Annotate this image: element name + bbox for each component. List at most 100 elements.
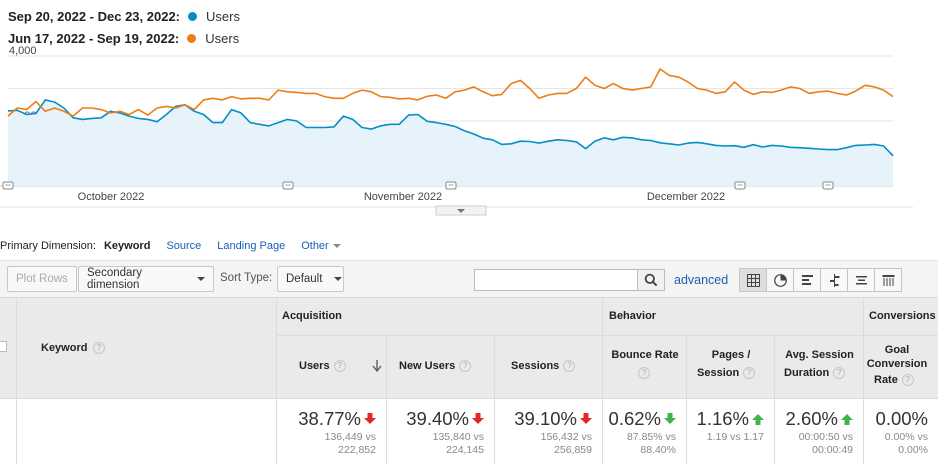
dimension-other-dropdown[interactable]: Other — [301, 240, 341, 252]
advanced-filter-link[interactable]: advanced — [674, 273, 729, 287]
summary-metric-cell: 0.62% 87.85% vs 88.40% — [603, 399, 687, 464]
metric-change-wrap: 0.62% — [609, 408, 676, 430]
sessions-header-label-wrap: Sessions? — [511, 360, 576, 373]
help-icon[interactable]: ? — [901, 374, 914, 387]
annotation-marker-icon[interactable] — [822, 181, 834, 190]
pie-chart-icon — [773, 273, 787, 287]
help-icon[interactable]: ? — [459, 360, 472, 373]
duration-header-label-1: Avg. Session — [785, 349, 854, 361]
goal-header-label-3-wrap: Rate? — [874, 374, 914, 387]
sessions-column-header[interactable]: Sessions? — [495, 336, 603, 398]
dimension-other-label: Other — [301, 240, 329, 252]
users-header-label-wrap: Users? — [299, 360, 346, 373]
acquisition-group-header: Acquisition — [277, 298, 603, 336]
new-users-column-header[interactable]: New Users? — [387, 336, 495, 398]
behavior-group-header: Behavior — [603, 298, 864, 336]
chevron-down-icon — [334, 277, 343, 281]
metric-change-percent: 1.16% — [696, 408, 749, 429]
legend-previous: Jun 17, 2022 - Sep 19, 2022: Users — [8, 27, 240, 49]
bounce-rate-column-header[interactable]: Bounce Rate ? — [603, 336, 687, 398]
primary-dimension-bar: Primary Dimension: Keyword Source Landin… — [0, 238, 341, 254]
secondary-dimension-label: Secondary dimension — [87, 267, 142, 291]
help-icon[interactable]: ? — [333, 360, 346, 373]
metric-change-percent: 39.10% — [514, 408, 577, 429]
table-grid-icon — [746, 273, 760, 287]
metric-comparison-line1: 87.85% vs — [626, 431, 676, 443]
term-cloud-icon — [855, 275, 867, 284]
users-column-header[interactable]: Users? — [277, 336, 387, 398]
pages-header-label-2-wrap: Session? — [697, 367, 756, 380]
metric-change-percent: 2.60% — [785, 408, 838, 429]
plot-rows-label: Plot Rows — [16, 273, 68, 285]
table-view-switcher — [739, 268, 902, 292]
annotation-marker-icon[interactable] — [282, 181, 294, 190]
bounce-rate-header-label: Bounce Rate — [611, 349, 679, 361]
series-color-dot — [188, 11, 198, 21]
behavior-label: Behavior — [609, 310, 657, 322]
help-icon[interactable]: ? — [563, 360, 576, 373]
duration-header-label-2: Duration — [784, 367, 830, 379]
arrow-up-icon — [752, 414, 764, 425]
arrow-up-icon — [841, 414, 853, 425]
row-divider — [0, 398, 938, 399]
view-pie-button[interactable] — [766, 268, 794, 292]
annotation-marker-icon[interactable] — [445, 181, 457, 190]
arrow-down-icon — [664, 413, 676, 424]
help-icon[interactable]: ? — [93, 342, 105, 354]
pages-per-session-column-header[interactable]: Pages / Session? — [687, 336, 775, 398]
help-icon[interactable]: ? — [638, 367, 650, 379]
select-all-checkbox[interactable] — [0, 341, 7, 352]
dimension-landing-page[interactable]: Landing Page — [217, 240, 286, 252]
chart-legend: Sep 20, 2022 - Dec 23, 2022: Users Jun 1… — [8, 5, 240, 49]
summary-metric-cell: 38.77% 136,449 vs 222,852 — [277, 399, 387, 464]
view-term-cloud-button[interactable] — [847, 268, 875, 292]
view-comparison-button[interactable] — [820, 268, 848, 292]
series-color-dot — [187, 33, 197, 43]
metric-comparison-line2: 00:00:49 — [812, 444, 853, 456]
keyword-column-header[interactable]: Keyword ? — [17, 298, 277, 398]
metric-change-percent: 38.77% — [298, 408, 361, 429]
plot-rows-button[interactable]: Plot Rows — [7, 266, 77, 292]
metric-comparison-line1: 135,840 vs — [432, 431, 484, 443]
pivot-icon — [882, 274, 894, 286]
metric-comparison-line1: 0.00% vs — [884, 431, 928, 443]
sort-type-dropdown[interactable]: Default — [277, 266, 344, 292]
annotation-marker-icon[interactable] — [734, 181, 746, 190]
arrow-down-icon — [472, 413, 484, 424]
help-icon[interactable]: ? — [743, 367, 756, 380]
search-icon — [644, 273, 658, 287]
metric-comparison-line1: 1.19 vs 1.17 — [706, 431, 764, 443]
table-search-input[interactable] — [474, 269, 638, 291]
annotation-marker-icon[interactable] — [2, 181, 14, 190]
metric-comparison-line2: 88.40% — [640, 444, 676, 456]
search-button[interactable] — [637, 269, 665, 291]
view-pivot-button[interactable] — [874, 268, 902, 292]
legend-current: Sep 20, 2022 - Dec 23, 2022: Users — [8, 5, 240, 27]
sessions-header-label: Sessions — [511, 360, 560, 372]
chart-collapse-handle[interactable] — [435, 205, 487, 216]
series-line-current[interactable] — [7, 99, 894, 157]
dimension-keyword[interactable]: Keyword — [103, 240, 151, 252]
goal-conversion-rate-column-header[interactable]: Goal Conversion Rate? — [864, 336, 938, 398]
pages-header-label-1: Pages / — [711, 349, 751, 361]
view-table-button[interactable] — [739, 268, 767, 292]
sort-descending-icon[interactable] — [372, 360, 382, 372]
comparison-icon — [829, 273, 839, 287]
metric-change-percent: 0.00% — [875, 408, 928, 429]
help-icon[interactable]: ? — [833, 367, 846, 380]
metric-change-wrap: 2.60% — [786, 408, 853, 430]
metric-change-wrap: 1.16% — [697, 408, 764, 430]
secondary-dimension-dropdown[interactable]: Secondary dimension — [78, 266, 214, 292]
series-line-previous[interactable] — [7, 68, 894, 117]
legend-previous-range: Jun 17, 2022 - Sep 19, 2022: — [8, 30, 180, 46]
x-tick-label: October 2022 — [78, 191, 145, 203]
new-users-header-label-wrap: New Users? — [399, 360, 472, 373]
avg-session-duration-column-header[interactable]: Avg. Session Duration? — [775, 336, 864, 398]
view-performance-button[interactable] — [793, 268, 821, 292]
y-tick-label: 4,000 — [9, 45, 37, 57]
arrow-down-icon — [364, 413, 376, 424]
dimension-source[interactable]: Source — [166, 240, 202, 252]
series-area-current — [8, 99, 893, 186]
chevron-down-icon — [332, 244, 341, 248]
